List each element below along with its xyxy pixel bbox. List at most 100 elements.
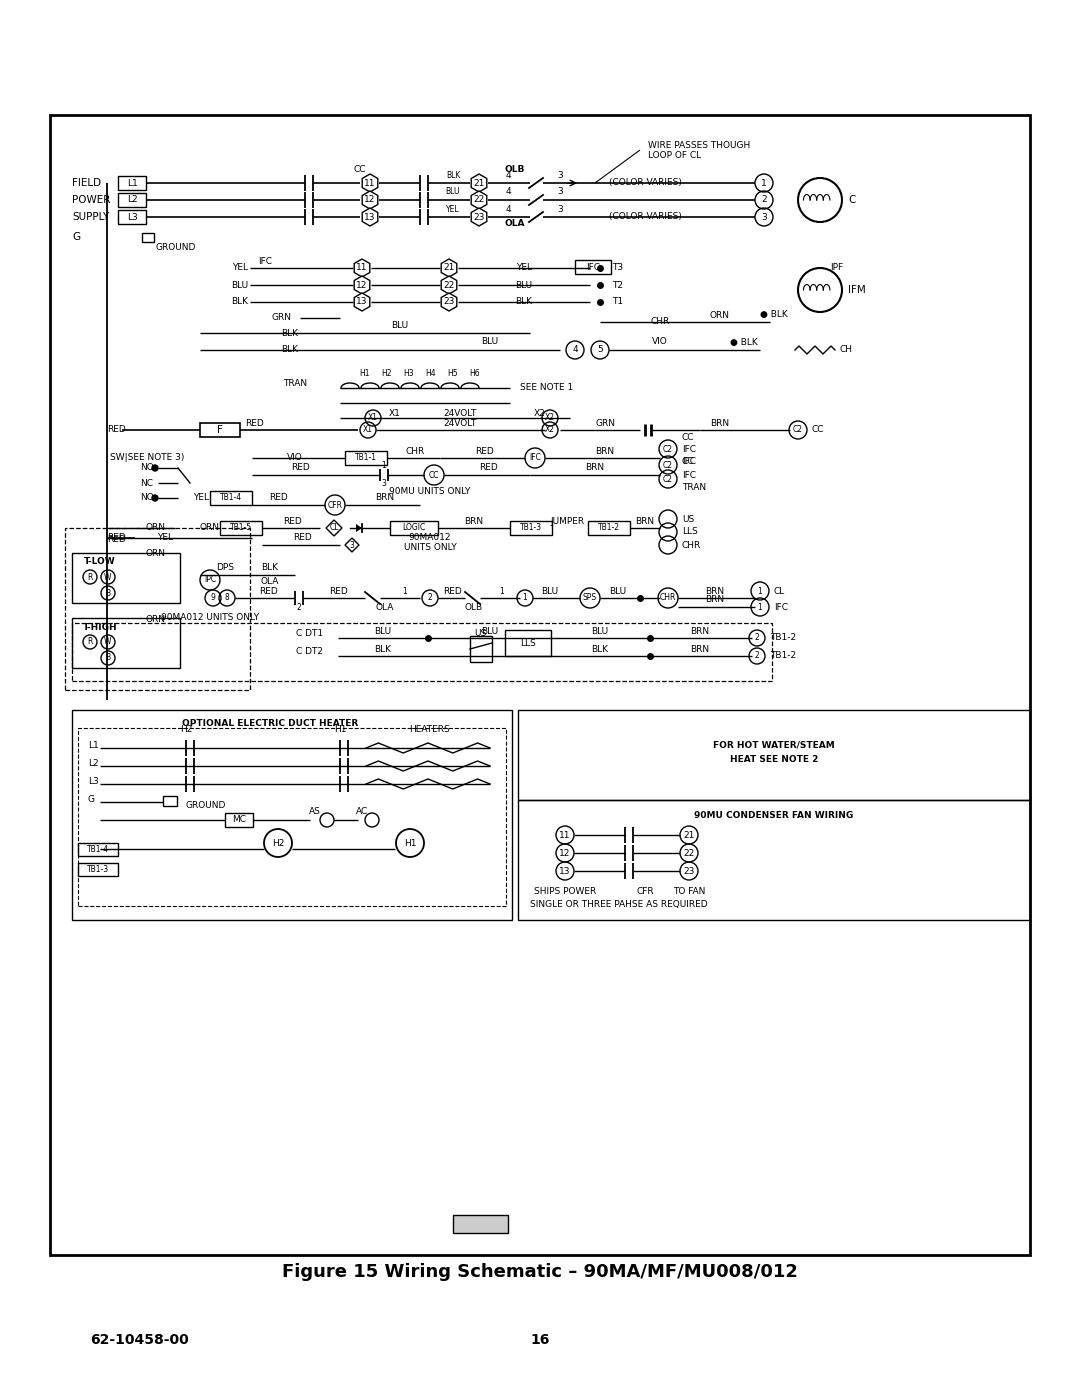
- Text: IFM: IFM: [848, 285, 866, 295]
- Text: JUMPER: JUMPER: [551, 517, 585, 525]
- Text: X2: X2: [545, 414, 555, 422]
- Text: RED: RED: [107, 534, 125, 542]
- Text: OLA: OLA: [504, 218, 525, 228]
- Polygon shape: [471, 191, 487, 210]
- Text: LOGIC: LOGIC: [403, 524, 426, 532]
- Bar: [78, 842, 118, 856]
- Text: 24VOLT: 24VOLT: [443, 419, 476, 427]
- Text: 90MA012: 90MA012: [408, 534, 451, 542]
- Bar: [225, 813, 253, 827]
- Polygon shape: [326, 520, 342, 536]
- Text: 1: 1: [758, 602, 762, 612]
- Text: CHR: CHR: [660, 594, 676, 602]
- Text: CC: CC: [429, 471, 440, 479]
- Text: BRN: BRN: [585, 464, 605, 472]
- Text: H2: H2: [272, 838, 284, 848]
- Text: R: R: [87, 637, 93, 647]
- Polygon shape: [345, 538, 359, 552]
- Text: 13: 13: [559, 866, 570, 876]
- Text: SPS: SPS: [583, 594, 597, 602]
- Text: (COLOR VARIES): (COLOR VARIES): [608, 179, 681, 187]
- Text: ● BLK: ● BLK: [730, 338, 758, 346]
- Text: CH: CH: [840, 345, 853, 355]
- Bar: [575, 260, 611, 274]
- Text: 3: 3: [557, 187, 563, 197]
- Text: BLU: BLU: [609, 587, 626, 595]
- Bar: [65, 528, 249, 690]
- Text: AS: AS: [309, 807, 321, 816]
- Text: L1: L1: [87, 740, 98, 750]
- Text: RED: RED: [258, 588, 278, 597]
- Text: BRN: BRN: [635, 517, 654, 525]
- Text: RED: RED: [293, 534, 311, 542]
- Text: 12: 12: [356, 281, 367, 289]
- Text: C2: C2: [793, 426, 804, 434]
- Text: SEE NOTE 1: SEE NOTE 1: [519, 384, 573, 393]
- Text: BRN: BRN: [376, 493, 394, 503]
- Text: BRN: BRN: [464, 517, 484, 525]
- Text: 12: 12: [364, 196, 376, 204]
- Text: BLU: BLU: [541, 587, 558, 595]
- Text: YEL: YEL: [157, 534, 173, 542]
- Text: RED: RED: [480, 464, 498, 472]
- Text: 4: 4: [572, 345, 578, 355]
- Text: RED: RED: [291, 464, 309, 472]
- Text: RED: RED: [328, 587, 348, 595]
- Text: 12: 12: [559, 848, 570, 858]
- Text: 90MU CONDENSER FAN WIRING: 90MU CONDENSER FAN WIRING: [694, 810, 853, 820]
- Text: OPTIONAL ELECTRIC DUCT HEATER: OPTIONAL ELECTRIC DUCT HEATER: [181, 718, 359, 728]
- Text: H1: H1: [404, 838, 416, 848]
- Text: FIELD: FIELD: [72, 177, 102, 189]
- Polygon shape: [354, 277, 369, 293]
- Text: 3: 3: [557, 170, 563, 179]
- Text: US: US: [681, 514, 694, 524]
- Text: (COLOR VARIES): (COLOR VARIES): [608, 212, 681, 222]
- Text: T-LOW: T-LOW: [84, 557, 116, 567]
- Text: G: G: [87, 795, 95, 803]
- Text: IPC: IPC: [204, 576, 216, 584]
- Text: IFC: IFC: [681, 471, 696, 479]
- Text: TB1-1: TB1-1: [355, 454, 377, 462]
- Text: 1: 1: [500, 587, 504, 595]
- Text: GRN: GRN: [595, 419, 615, 427]
- Text: 5: 5: [597, 345, 603, 355]
- Bar: [163, 796, 177, 806]
- Text: C DT2: C DT2: [297, 647, 324, 655]
- Text: T2: T2: [612, 281, 623, 289]
- Text: TB1-2: TB1-2: [770, 633, 796, 643]
- Text: SHIPS POWER: SHIPS POWER: [534, 887, 596, 897]
- Text: F: F: [217, 425, 222, 434]
- Circle shape: [152, 465, 158, 471]
- Text: 1: 1: [758, 587, 762, 595]
- Text: 3: 3: [381, 479, 387, 488]
- Text: W: W: [105, 637, 111, 647]
- Text: 9: 9: [211, 594, 215, 602]
- Text: IFC: IFC: [774, 602, 788, 612]
- Text: ORN: ORN: [145, 616, 165, 624]
- Text: TB1-2: TB1-2: [770, 651, 796, 661]
- Polygon shape: [354, 293, 369, 312]
- Text: ORN: ORN: [145, 524, 165, 532]
- Text: C2: C2: [663, 461, 673, 469]
- Polygon shape: [362, 208, 378, 226]
- Text: 3: 3: [350, 541, 354, 549]
- Text: RED: RED: [107, 426, 125, 434]
- Text: B: B: [106, 654, 110, 662]
- Text: W: W: [105, 573, 111, 581]
- Text: 4: 4: [505, 170, 511, 179]
- Text: 22: 22: [473, 196, 485, 204]
- Bar: [78, 863, 118, 876]
- Text: CHR: CHR: [650, 317, 670, 327]
- Text: OLB: OLB: [504, 165, 525, 173]
- Text: YEL: YEL: [232, 264, 248, 272]
- Text: 21: 21: [473, 179, 485, 187]
- Text: 1: 1: [381, 461, 387, 471]
- Text: POWER: POWER: [72, 196, 110, 205]
- Text: IFC: IFC: [529, 454, 541, 462]
- Text: OLA: OLA: [376, 602, 394, 612]
- Bar: [588, 521, 630, 535]
- Text: YEL: YEL: [193, 493, 210, 503]
- Text: X1: X1: [363, 426, 373, 434]
- Bar: [518, 800, 1030, 921]
- Polygon shape: [362, 191, 378, 210]
